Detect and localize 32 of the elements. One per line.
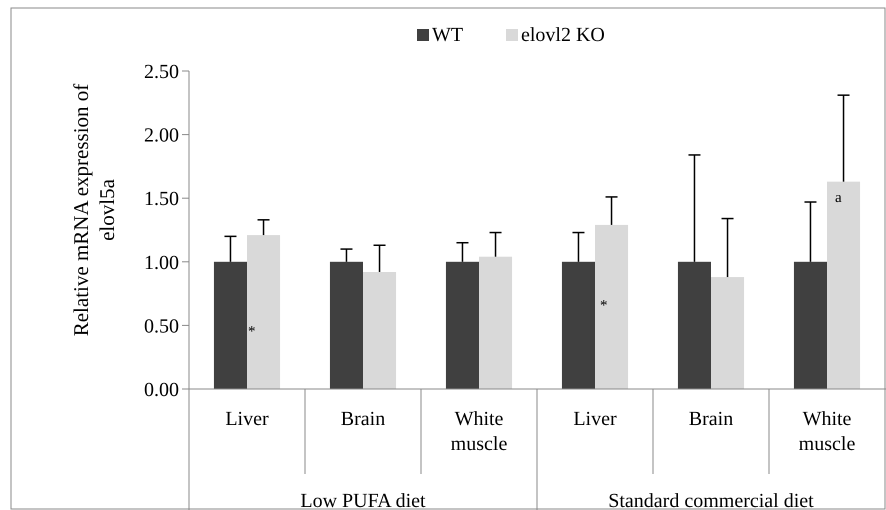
- y-tick-label: 1.50: [144, 188, 179, 210]
- bar: [446, 262, 479, 389]
- bar: [678, 262, 711, 389]
- x-tick-label: White muscle: [450, 408, 508, 455]
- bar: [247, 235, 280, 389]
- text: Standard commercial diet: [608, 490, 814, 510]
- y-tick-label: 2.00: [144, 124, 179, 147]
- x-tick-label: Brain: [340, 408, 386, 430]
- bar: [711, 277, 744, 389]
- annotation: *: [248, 324, 256, 340]
- bar: [595, 224, 628, 389]
- y-axis-title: Relative mRNA expression of elovl5a: [69, 84, 119, 336]
- text: Low PUFA diet: [300, 490, 426, 510]
- y-tick-label: 1.00: [144, 252, 179, 274]
- annotation: *: [600, 298, 608, 314]
- legend-label: WT: [432, 24, 464, 46]
- x-tick-label: White muscle: [798, 408, 856, 455]
- y-tick-label: 2.50: [144, 61, 179, 83]
- y-tick-label: 0.50: [144, 315, 179, 338]
- y-tick-label: 0.00: [144, 379, 179, 401]
- bar: [794, 262, 827, 389]
- x-tick-label: Liver: [225, 408, 269, 430]
- bar: [562, 262, 595, 389]
- legend-label: elovl2 KO: [521, 24, 605, 46]
- bar: [827, 182, 860, 389]
- bar: [214, 262, 247, 389]
- x-tick-label: Brain: [688, 408, 734, 430]
- bar: [479, 256, 512, 389]
- bar: [330, 262, 363, 389]
- x-tick-label: Liver: [573, 408, 617, 430]
- annotation: a: [835, 190, 842, 206]
- bar: [363, 272, 396, 389]
